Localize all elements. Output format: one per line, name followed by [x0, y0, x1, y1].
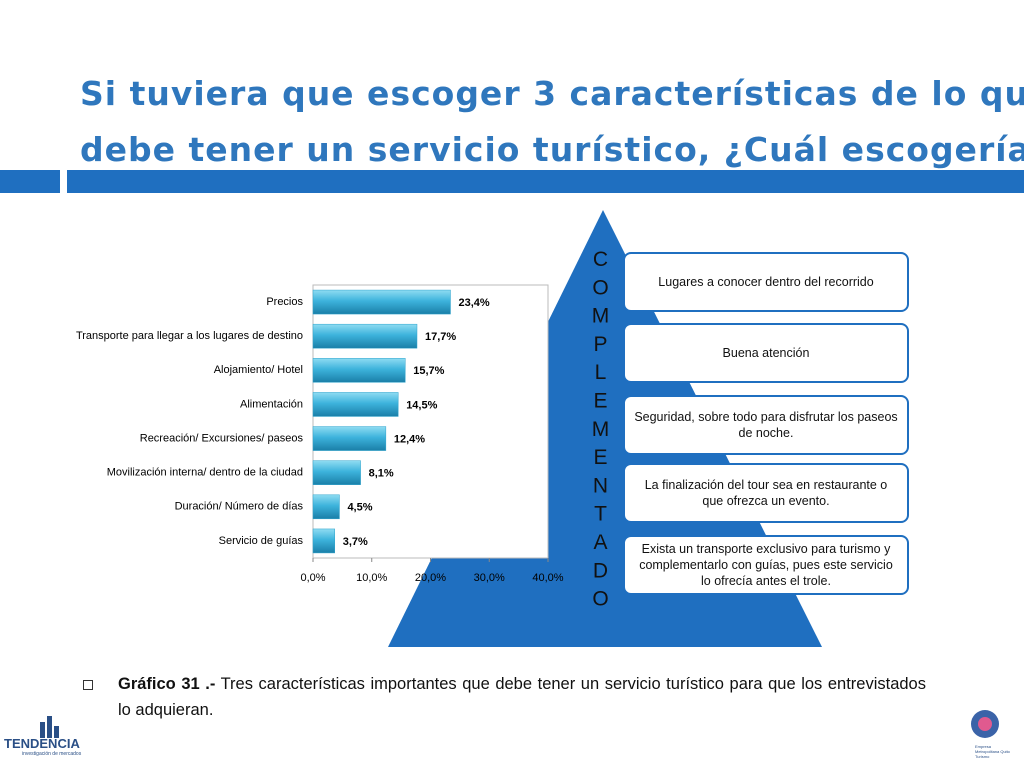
logo-right-icon	[978, 717, 992, 731]
x-tick-label: 20,0%	[415, 572, 446, 584]
bar	[312, 460, 361, 485]
side-label: COMPLEMENTADO	[589, 248, 612, 616]
box: Buena atención	[623, 323, 909, 383]
caption: Gráfico 31 .- Tres características impor…	[118, 671, 926, 723]
title-line: Si tuviera que escoger 3 características…	[80, 74, 1024, 113]
y-tick-label: Alojamiento/ Hotel	[214, 364, 303, 376]
value-label: 4,5%	[347, 502, 372, 514]
x-tick-label: 0,0%	[300, 572, 325, 584]
bar	[312, 289, 451, 315]
logo-left-icon	[40, 722, 45, 738]
y-tick-label: Duración/ Número de días	[175, 501, 304, 513]
header-bar	[67, 170, 1024, 193]
x-tick-label: 40,0%	[532, 572, 563, 584]
logo-left-sub: investigación de mercados	[22, 751, 82, 757]
bar-chart: 0,0% 10,0% 20,0% 30,0% 40,0% Precios 23,4% Tran…	[76, 289, 564, 584]
bar	[312, 494, 340, 520]
value-label: 3,7%	[343, 536, 368, 548]
box: Lugares a conocer dentro del recorrido	[623, 252, 909, 312]
bar	[312, 392, 399, 417]
y-tick-label: Movilización interna/ dentro de la ciuda…	[107, 467, 303, 479]
x-tick-label: 10,0%	[356, 572, 387, 584]
y-tick-label: Precios	[266, 296, 303, 308]
value-label: 12,4%	[394, 433, 425, 445]
box: La finalización del tour sea en restaura…	[623, 463, 909, 523]
logo-left-icon	[54, 726, 59, 738]
y-tick-label: Recreación/ Excursiones/ paseos	[140, 432, 304, 444]
header-square	[0, 170, 60, 193]
bullet	[83, 680, 93, 690]
caption-label: Gráfico 31 .-	[118, 675, 216, 693]
box: Seguridad, sobre todo para disfrutar los…	[623, 395, 909, 455]
title-line: debe tener un servicio turístico, ¿Cuál …	[80, 130, 1024, 169]
y-tick-label: Alimentación	[240, 398, 303, 410]
caption-text: Tres características importantes que deb…	[118, 675, 926, 719]
box: Exista un transporte exclusivo para turi…	[623, 535, 909, 595]
bar	[312, 528, 335, 554]
slide-title: Si tuviera que escoger 3 características…	[80, 66, 1024, 178]
value-label: 23,4%	[458, 297, 489, 309]
bar	[312, 323, 418, 349]
logo-right-sub: Empresa Metropolitana Quito Turismo	[975, 744, 1010, 759]
x-tick-label: 30,0%	[474, 572, 505, 584]
bar	[312, 358, 406, 383]
value-label: 14,5%	[406, 399, 437, 411]
logo-left-icon	[47, 716, 52, 738]
value-label: 17,7%	[425, 331, 456, 343]
bar	[312, 426, 387, 451]
y-tick-label: Transporte para llegar a los lugares de …	[76, 330, 303, 342]
y-tick-label: Servicio de guías	[219, 535, 304, 547]
value-label: 15,7%	[413, 365, 444, 377]
value-label: 8,1%	[369, 468, 394, 480]
logo-left: TENDENCIA	[4, 736, 80, 751]
